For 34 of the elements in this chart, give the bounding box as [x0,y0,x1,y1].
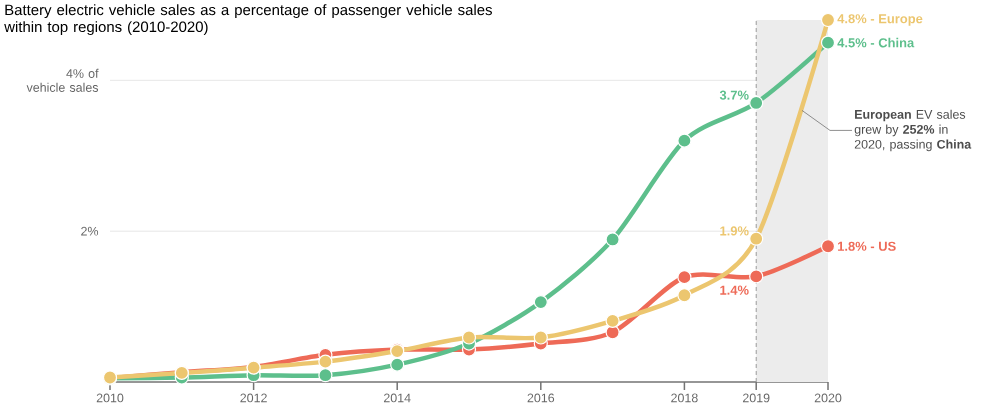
x-tick-label: 2020 [814,393,842,403]
point [318,354,333,369]
point [820,12,836,28]
y-tick-label: 4% of vehicle sales [26,68,99,92]
point [820,239,836,254]
data-label: 3.7% [719,90,749,100]
point [677,133,692,148]
point [677,288,692,303]
point [749,269,764,284]
data-label: 1.9% [720,226,749,236]
point [749,231,764,246]
x-tick-label: 2010 [96,393,124,403]
data-label: 4.8% - Europe [837,14,923,26]
x-tick-label: 2012 [240,393,267,403]
x-tick-label: 2019 [742,393,770,403]
x-tick-label: 2018 [671,393,698,403]
point [533,330,548,345]
point [318,368,333,383]
y-tick-label: 2% [81,226,99,236]
x-tick-label: 2016 [527,393,555,403]
point [749,95,764,111]
point [461,330,477,345]
text: European EV sales grew by 252% in 2020, passing China [854,109,972,152]
point [390,357,405,372]
point [820,35,836,50]
data-label: 4.5% - China [837,37,915,48]
point [605,232,620,247]
data-label: 1.8% - US [838,241,896,251]
chart-title: Battery electric vehicle sales as a percentage of passenger vehicle sales within top regions (2010-2020) [4,4,492,36]
x-tick-label: 2014 [383,393,411,403]
point [605,313,620,329]
point [677,270,692,285]
point [533,294,548,310]
data-label: 1.4% [720,285,749,295]
